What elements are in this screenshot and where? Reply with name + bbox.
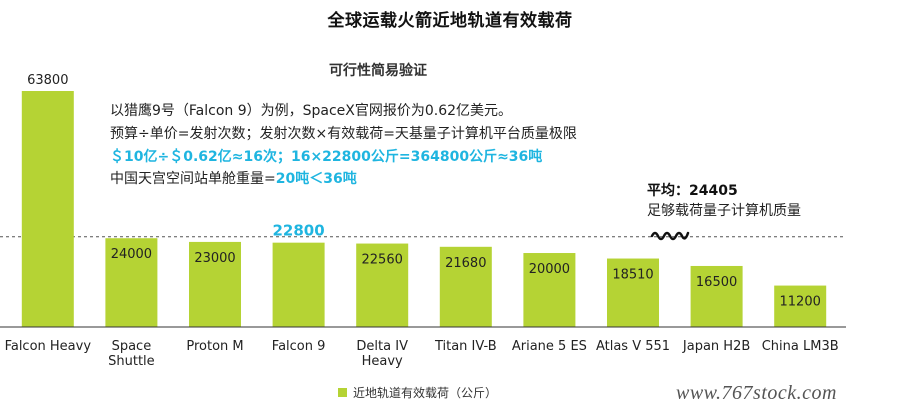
category-label: Delta IV (356, 339, 408, 354)
chart-title: 全球运载火箭近地轨道有效载荷 (327, 11, 573, 31)
category-label: Falcon Heavy (5, 339, 92, 354)
data-label: 63800 (27, 73, 68, 88)
panel-line-1: 以猎鹰9号（Falcon 9）为例，SpaceX官网报价为0.62亿美元。 (110, 103, 513, 119)
panel-line-4-highlight: 20吨＜36吨 (275, 171, 357, 187)
data-label: 21680 (445, 256, 486, 271)
bar-atlas-v-551 (607, 258, 659, 327)
category-label: Proton M (186, 339, 243, 354)
bar-japan-h2b (690, 265, 743, 327)
bar-falcon-9 (272, 242, 325, 327)
data-label: 11200 (780, 295, 821, 310)
bar-ariane-5-es (523, 253, 576, 327)
panel-line-4-prefix: 中国天宫空间站单舱重量= (110, 171, 276, 187)
category-label: Space (112, 339, 152, 354)
bar-falcon-heavy (21, 91, 74, 327)
data-label: 16500 (696, 275, 737, 290)
category-label: Heavy (362, 354, 403, 369)
data-label: 24000 (111, 247, 152, 262)
data-label: 22800 (273, 222, 325, 240)
data-label: 22560 (362, 253, 403, 268)
data-label: 23000 (194, 251, 235, 266)
bar-titan-iv-b (439, 246, 492, 327)
bar-china-lm3b (774, 285, 827, 327)
bar-space-shuttle (105, 238, 158, 327)
average-label: 平均：24405 (647, 183, 738, 199)
feasibility-panel: 可行性简易验证 以猎鹰9号（Falcon 9）为例，SpaceX官网报价为0.6… (104, 54, 652, 192)
category-label: Japan H2B (682, 339, 750, 354)
category-label: Shuttle (108, 354, 155, 369)
squiggle-decoration (650, 231, 690, 241)
category-label: Falcon 9 (272, 339, 326, 354)
bar-proton-m (189, 241, 241, 327)
average-description: 足够载荷量子计算机质量 (647, 203, 801, 219)
watermark: www.767stock.com (676, 382, 837, 404)
legend: 近地轨道有效载荷（公斤） (338, 384, 497, 401)
category-label: Atlas V 551 (596, 339, 670, 354)
category-label: Ariane 5 ES (512, 339, 587, 354)
panel-title: 可行性简易验证 (329, 63, 427, 79)
category-label: Titan IV-B (434, 339, 497, 354)
data-label: 20000 (529, 262, 570, 277)
panel-line-2: 预算÷单价=发射次数；发射次数×有效载荷=天基量子计算机平台质量极限 (110, 126, 577, 142)
panel-line-4: 中国天宫空间站单舱重量=20吨＜36吨 (110, 168, 357, 188)
legend-swatch (338, 388, 347, 397)
category-label: China LM3B (762, 339, 839, 354)
data-label: 18510 (612, 268, 653, 283)
bar-delta-iv-heavy (356, 243, 409, 327)
legend-label: 近地轨道有效载荷（公斤） (353, 386, 498, 400)
panel-line-3: ＄10亿÷＄0.62亿≈16次；16×22800公斤=364800公斤≈36吨 (110, 149, 543, 165)
